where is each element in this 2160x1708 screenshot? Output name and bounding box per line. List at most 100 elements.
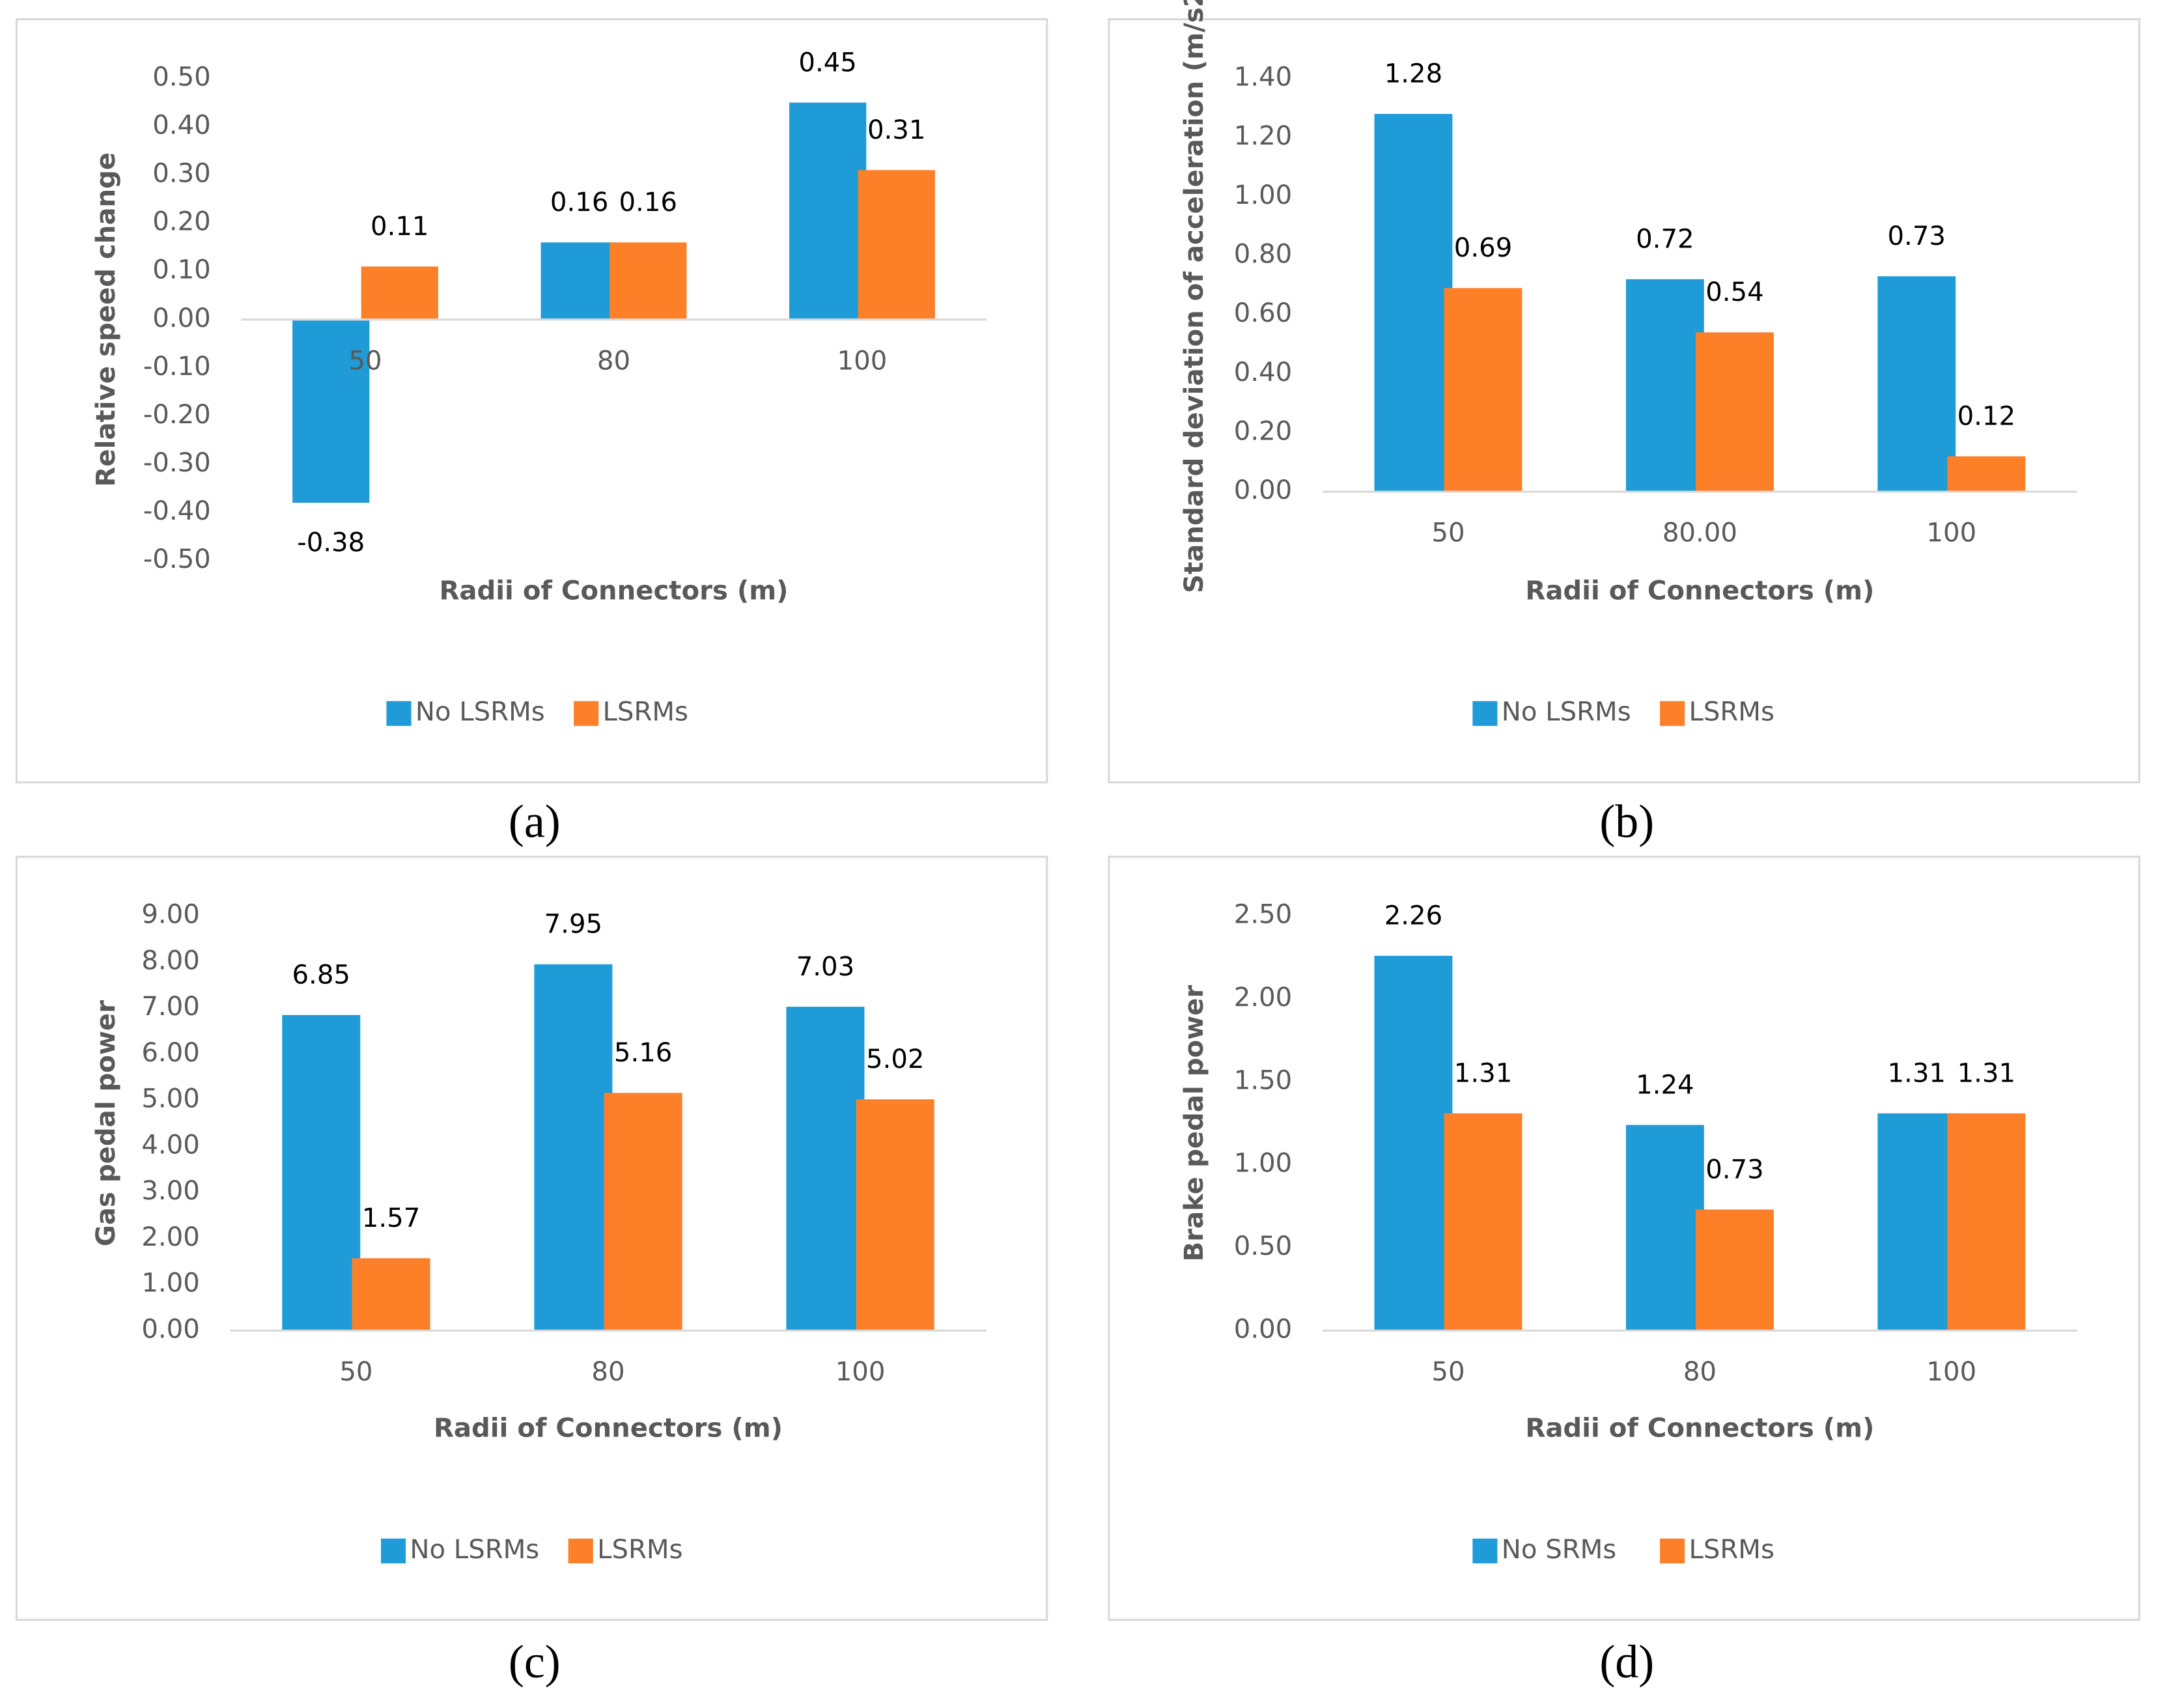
bar <box>1696 1209 1774 1331</box>
y-tick-label: -0.50 <box>143 544 211 574</box>
y-tick-label: 1.50 <box>1234 1065 1292 1095</box>
y-tick-label: 1.00 <box>1234 180 1292 210</box>
data-label: 5.16 <box>614 1038 672 1068</box>
data-label: 0.11 <box>371 212 428 242</box>
caption: (a) <box>509 796 561 848</box>
x-tick-label: 100 <box>837 346 888 376</box>
y-tick-label: -0.40 <box>143 496 211 526</box>
legend-swatch <box>380 1538 406 1563</box>
data-label: 1.31 <box>1454 1059 1512 1089</box>
bar <box>610 242 687 320</box>
legend-label: LSRMs <box>1689 697 1774 727</box>
x-axis-title: Radii of Connectors (m) <box>1525 1414 1874 1444</box>
data-label: 0.73 <box>1888 221 1946 251</box>
legend-swatch <box>574 701 599 726</box>
bar <box>1625 1125 1704 1331</box>
bar <box>282 1015 361 1331</box>
bar <box>604 1093 682 1331</box>
legend-label: LSRMs <box>597 1535 682 1565</box>
y-tick-label: 0.00 <box>152 303 210 333</box>
x-tick-label: 50 <box>1431 1357 1465 1387</box>
data-label: 0.31 <box>867 115 925 145</box>
x-tick-label: 50 <box>348 346 382 376</box>
legend-label: No LSRMs <box>1502 697 1631 727</box>
y-tick-label: 8.00 <box>141 945 199 975</box>
caption: (c) <box>509 1636 561 1688</box>
data-label: 0.73 <box>1705 1155 1763 1184</box>
data-label: 5.02 <box>866 1044 924 1074</box>
data-label: 6.85 <box>292 960 350 990</box>
data-label: 0.16 <box>550 188 608 217</box>
data-label: 1.28 <box>1384 59 1442 89</box>
bar <box>858 170 935 320</box>
y-tick-label: 0.20 <box>1234 417 1292 447</box>
bar <box>789 102 867 320</box>
legend-label: No SRMs <box>1502 1535 1616 1565</box>
bar <box>1877 276 1956 492</box>
y-tick-label: 2.00 <box>1234 983 1292 1013</box>
y-axis-title: Gas pedal power <box>91 1000 121 1246</box>
y-tick-label: 0.00 <box>1234 1314 1292 1344</box>
bar <box>1444 288 1522 492</box>
y-tick-label: 6.00 <box>141 1038 199 1068</box>
data-label: 0.45 <box>798 48 856 77</box>
y-tick-label: 0.40 <box>152 111 210 141</box>
bar <box>856 1099 934 1331</box>
x-tick-label: 100 <box>1926 1357 1976 1387</box>
data-label: 0.16 <box>619 188 677 217</box>
x-tick-label: 50 <box>1431 518 1465 548</box>
data-label: -0.38 <box>297 528 365 558</box>
y-tick-label: -0.30 <box>143 448 211 478</box>
data-label: 0.12 <box>1957 402 2015 432</box>
x-tick-label: 80 <box>591 1357 624 1387</box>
x-axis-title: Radii of Connectors (m) <box>439 576 788 606</box>
x-tick-label: 80 <box>597 346 630 376</box>
legend-swatch <box>1472 1538 1498 1563</box>
data-label: 0.54 <box>1705 277 1763 307</box>
y-tick-label: 0.30 <box>152 159 210 189</box>
x-tick-label: 80 <box>1683 1357 1717 1387</box>
x-axis-title: Radii of Connectors (m) <box>434 1414 783 1444</box>
y-tick-label: 0.00 <box>141 1314 199 1344</box>
bar <box>1947 1113 2026 1331</box>
bar <box>1625 279 1704 492</box>
bar <box>534 964 613 1331</box>
caption: (b) <box>1599 796 1654 848</box>
y-axis-title: Relative speed change <box>91 152 121 487</box>
legend-swatch <box>568 1538 593 1563</box>
bar <box>1374 113 1453 492</box>
legend-label: LSRMs <box>603 697 688 727</box>
data-label: 1.31 <box>1957 1059 2015 1089</box>
legend-label: LSRMs <box>1689 1535 1774 1565</box>
data-label: 0.72 <box>1636 225 1694 255</box>
y-tick-label: 9.00 <box>141 900 199 930</box>
y-tick-label: 0.60 <box>1234 298 1292 328</box>
bar <box>1947 456 2026 492</box>
y-tick-label: 0.40 <box>1234 357 1292 387</box>
bar <box>1877 1113 1956 1331</box>
y-tick-label: -0.10 <box>143 352 211 382</box>
y-tick-label: 0.50 <box>152 63 210 92</box>
y-axis-title: Standard deviation of acceleration (m/s2… <box>1179 0 1209 593</box>
y-tick-label: 2.50 <box>1234 900 1292 930</box>
legend-swatch <box>1472 701 1498 726</box>
bar <box>540 242 618 320</box>
x-tick-label: 80.00 <box>1662 518 1737 548</box>
data-label: 7.03 <box>796 952 854 982</box>
y-tick-label: 3.00 <box>141 1176 199 1206</box>
y-tick-label: 1.40 <box>1234 63 1292 92</box>
x-axis-title: Radii of Connectors (m) <box>1525 576 1874 606</box>
bar <box>1374 955 1453 1331</box>
y-tick-label: 7.00 <box>141 992 199 1022</box>
legend-label: No LSRMs <box>410 1535 539 1565</box>
y-tick-label: -0.20 <box>143 400 211 430</box>
x-tick-label: 100 <box>1926 518 1976 548</box>
y-tick-label: 2.00 <box>141 1222 199 1252</box>
x-tick-label: 50 <box>339 1357 372 1387</box>
bar <box>292 319 370 503</box>
panel-frame <box>15 856 1048 1621</box>
data-label: 1.57 <box>362 1203 420 1233</box>
y-tick-label: 0.10 <box>152 255 210 285</box>
